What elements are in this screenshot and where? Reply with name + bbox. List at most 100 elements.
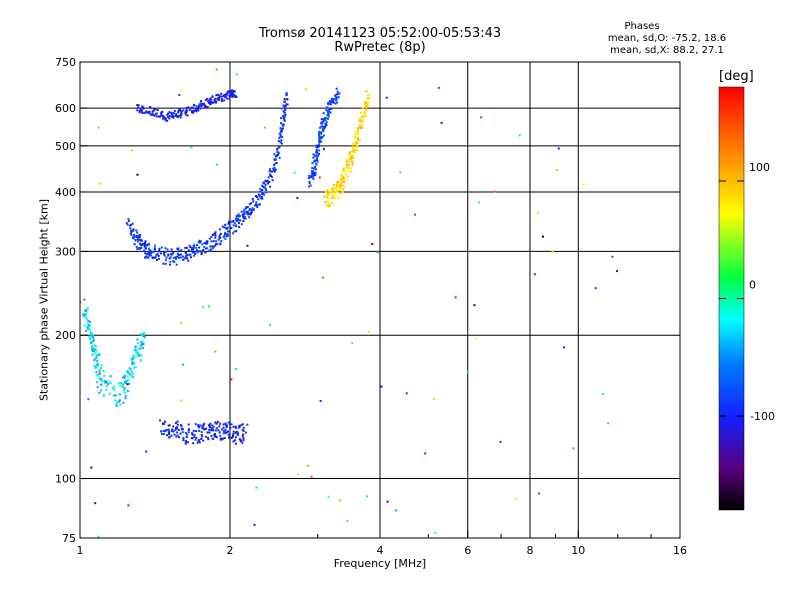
echo-point (189, 256, 192, 259)
echo-point (237, 219, 240, 222)
echo-point (215, 101, 218, 104)
echo-point (331, 188, 334, 191)
echo-point (349, 157, 352, 160)
echo-point (279, 122, 282, 125)
echo-point (138, 234, 141, 237)
echo-point (280, 117, 283, 120)
echo-point (146, 111, 149, 114)
x-axis-label: Frequency [MHz] (333, 557, 427, 570)
echo-point (327, 110, 330, 113)
echo-point (361, 107, 364, 110)
echo-point (167, 424, 170, 427)
echo-point (332, 187, 335, 190)
echo-point (341, 177, 344, 180)
echo-point (171, 428, 174, 431)
echo-point (224, 422, 227, 425)
echo-point (250, 208, 253, 211)
noise-point (366, 495, 369, 498)
echo-point (182, 109, 185, 112)
echo-point (243, 212, 246, 215)
echo-point (137, 247, 140, 250)
echo-point (312, 178, 315, 181)
noise-point (193, 242, 196, 245)
echo-point (214, 231, 217, 234)
echo-point (218, 95, 221, 98)
echo-point (132, 357, 135, 360)
echo-point (91, 353, 94, 356)
echo-point (259, 194, 262, 197)
echo-point (224, 432, 227, 435)
echo-point (351, 163, 354, 166)
echo-point (238, 215, 241, 218)
echo-point (318, 138, 321, 141)
echo-point (318, 140, 321, 143)
echo-point (223, 437, 226, 440)
echo-point (207, 438, 210, 441)
echo-point (277, 140, 280, 143)
echo-point (252, 200, 255, 203)
echo-point (127, 219, 130, 222)
echo-point (115, 401, 118, 404)
echo-point (282, 123, 285, 126)
echo-point (92, 347, 95, 350)
echo-point (130, 370, 133, 373)
echo-point (286, 103, 289, 106)
echo-point (225, 424, 228, 427)
echo-point (134, 345, 137, 348)
echo-point (132, 228, 135, 231)
echo-point (180, 249, 183, 252)
echo-point (255, 196, 258, 199)
echo-point (91, 348, 94, 351)
echo-point (197, 425, 200, 428)
echo-point (246, 210, 249, 213)
echo-point (336, 187, 339, 190)
echo-point (229, 90, 232, 93)
echo-point (201, 250, 204, 253)
echo-point (269, 185, 272, 188)
echo-point (249, 212, 252, 215)
echo-point (342, 176, 345, 179)
echo-point (243, 208, 246, 211)
echo-point (211, 245, 214, 248)
echo-point (124, 397, 127, 400)
echo-point (249, 207, 252, 210)
echo-point (206, 247, 209, 250)
echo-point (352, 147, 355, 150)
echo-point (200, 251, 203, 254)
echo-point (251, 197, 254, 200)
echo-point (349, 156, 352, 159)
echo-point (220, 438, 223, 441)
echo-point (158, 115, 161, 118)
echo-point (99, 389, 102, 392)
noise-point (318, 176, 321, 179)
echo-point (136, 109, 139, 112)
echo-point (242, 437, 245, 440)
noise-point (126, 383, 129, 386)
echo-point (256, 206, 259, 209)
echo-point (226, 92, 229, 95)
echo-point (241, 441, 244, 444)
echo-point (140, 247, 143, 250)
noise-point (537, 492, 540, 495)
echo-point (197, 107, 200, 110)
echo-point (166, 113, 169, 116)
echo-point (348, 163, 351, 166)
echo-point (200, 438, 203, 441)
echo-point (134, 366, 137, 369)
chart-title: Tromsø 20141123 05:52:00-05:53:43 (258, 26, 502, 41)
echo-point (177, 247, 180, 250)
echo-point (276, 154, 279, 157)
echo-point (203, 245, 206, 248)
echo-point (238, 225, 241, 228)
echo-point (123, 374, 126, 377)
noise-point (601, 393, 604, 396)
echo-point (255, 201, 258, 204)
echo-point (115, 394, 118, 397)
echo-point (329, 103, 332, 106)
echo-point (345, 165, 348, 168)
echo-point (92, 350, 95, 353)
echo-point (172, 425, 175, 428)
echo-point (261, 192, 264, 195)
echo-point (164, 420, 167, 423)
echo-point (351, 150, 354, 153)
